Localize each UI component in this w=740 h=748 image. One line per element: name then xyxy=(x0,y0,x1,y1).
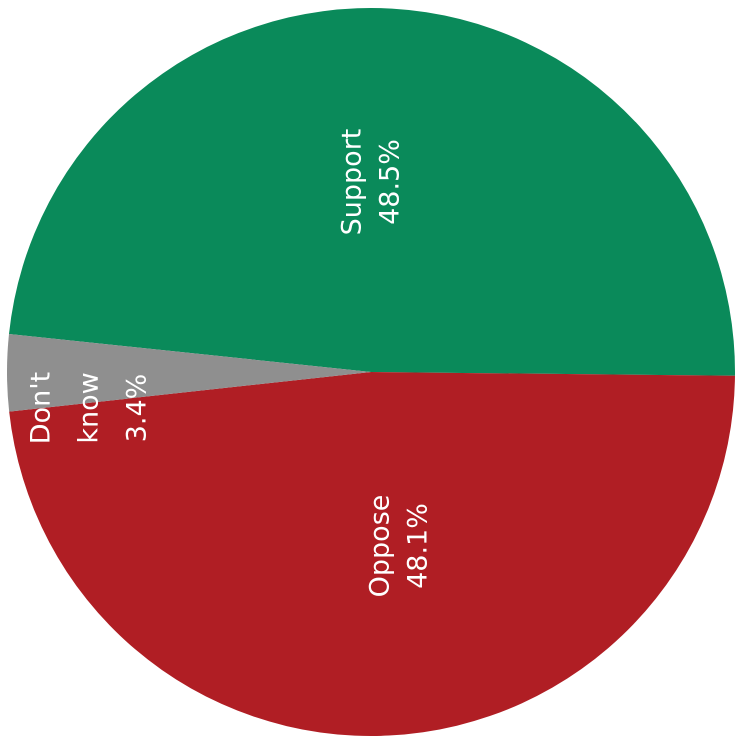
pie-slices xyxy=(6,7,736,737)
label-don-t-know: Don't know 3.4% xyxy=(26,372,153,444)
label-oppose: Oppose 48.1% xyxy=(365,495,434,598)
slice-value-label: 3.4% xyxy=(122,374,153,443)
slice-name-label: Support xyxy=(337,129,368,236)
slice-name-label: know xyxy=(74,372,105,443)
slice-oppose xyxy=(9,372,735,737)
slice-support xyxy=(8,7,736,376)
slice-value-label: 48.1% xyxy=(403,503,434,589)
label-support: Support 48.5% xyxy=(337,129,406,236)
slice-don-t-know xyxy=(6,333,371,412)
slice-value-label: 48.5% xyxy=(375,139,406,225)
slice-name-label: Don't xyxy=(26,372,57,444)
slice-labels: Support 48.5% Oppose 48.1% Don't know 3.4% xyxy=(26,129,434,598)
slice-name-label: Oppose xyxy=(365,495,396,598)
